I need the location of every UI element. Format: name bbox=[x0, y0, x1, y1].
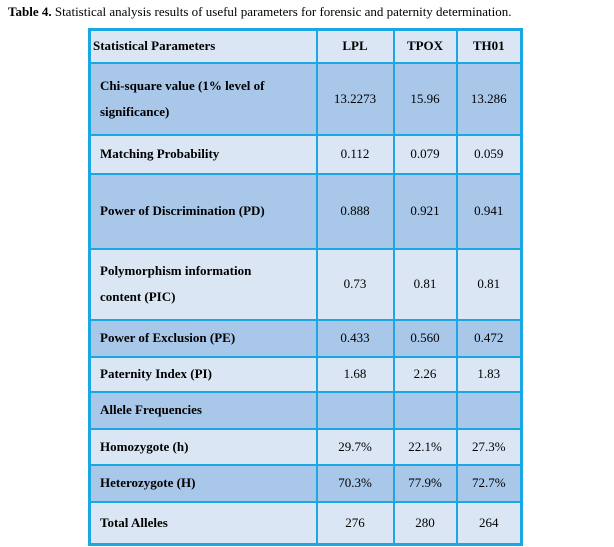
cell-value: 276 bbox=[315, 500, 395, 546]
cell-value bbox=[455, 390, 523, 430]
table-row: Power of Discrimination (PD) 0.888 0.921… bbox=[88, 172, 523, 250]
cell-value: 0.921 bbox=[392, 172, 458, 250]
cell-value: 1.68 bbox=[315, 355, 395, 393]
row-param-total-alleles: Total Alleles bbox=[88, 500, 318, 546]
table-row: Allele Frequencies bbox=[88, 390, 523, 430]
cell-value: 0.079 bbox=[392, 133, 458, 175]
table-row: Paternity Index (PI) 1.68 2.26 1.83 bbox=[88, 355, 523, 393]
cell-value: 280 bbox=[392, 500, 458, 546]
cell-value: 0.81 bbox=[392, 247, 458, 321]
cell-value bbox=[315, 390, 395, 430]
cell-value: 0.560 bbox=[392, 318, 458, 358]
cell-value: 1.83 bbox=[455, 355, 523, 393]
cell-value: 2.26 bbox=[392, 355, 458, 393]
header-lpl: LPL bbox=[315, 28, 395, 64]
cell-value: 0.73 bbox=[315, 247, 395, 321]
table-row: Heterozygote (H) 70.3% 77.9% 72.7% bbox=[88, 463, 523, 503]
table-row: Matching Probability 0.112 0.079 0.059 bbox=[88, 133, 523, 175]
cell-value: 72.7% bbox=[455, 463, 523, 503]
table-caption-label: Table 4. bbox=[8, 4, 52, 19]
header-statistical-parameters: Statistical Parameters bbox=[88, 28, 318, 64]
row-param-chi-square: Chi-square value (1% level of significan… bbox=[88, 61, 318, 136]
table-row: Total Alleles 276 280 264 bbox=[88, 500, 523, 546]
cell-value: 0.81 bbox=[455, 247, 523, 321]
table-caption: Table 4. Statistical analysis results of… bbox=[8, 3, 610, 21]
cell-value: 13.2273 bbox=[315, 61, 395, 136]
header-tpox: TPOX bbox=[392, 28, 458, 64]
row-param-allele-frequencies: Allele Frequencies bbox=[88, 390, 318, 430]
row-param-power-of-exclusion: Power of Exclusion (PE) bbox=[88, 318, 318, 358]
cell-value: 0.888 bbox=[315, 172, 395, 250]
cell-value: 22.1% bbox=[392, 427, 458, 466]
row-param-matching-probability: Matching Probability bbox=[88, 133, 318, 175]
cell-value: 0.941 bbox=[455, 172, 523, 250]
cell-value: 77.9% bbox=[392, 463, 458, 503]
cell-value: 0.433 bbox=[315, 318, 395, 358]
table-row: Power of Exclusion (PE) 0.433 0.560 0.47… bbox=[88, 318, 523, 358]
row-param-homozygote: Homozygote (h) bbox=[88, 427, 318, 466]
table-row: Homozygote (h) 29.7% 22.1% 27.3% bbox=[88, 427, 523, 466]
cell-value: 15.96 bbox=[392, 61, 458, 136]
cell-value: 27.3% bbox=[455, 427, 523, 466]
row-param-pic: Polymorphism information content (PIC) bbox=[88, 247, 318, 321]
cell-value bbox=[392, 390, 458, 430]
statistics-table: Statistical Parameters LPL TPOX TH01 Chi… bbox=[88, 28, 523, 546]
table-header-row: Statistical Parameters LPL TPOX TH01 bbox=[88, 28, 523, 64]
row-param-power-of-discrimination: Power of Discrimination (PD) bbox=[88, 172, 318, 250]
table-row: Chi-square value (1% level of significan… bbox=[88, 61, 523, 136]
cell-value: 264 bbox=[455, 500, 523, 546]
cell-value: 70.3% bbox=[315, 463, 395, 503]
cell-value: 0.059 bbox=[455, 133, 523, 175]
cell-value: 0.112 bbox=[315, 133, 395, 175]
row-param-heterozygote: Heterozygote (H) bbox=[88, 463, 318, 503]
cell-value: 29.7% bbox=[315, 427, 395, 466]
table-caption-text: Statistical analysis results of useful p… bbox=[51, 4, 512, 19]
row-param-paternity-index: Paternity Index (PI) bbox=[88, 355, 318, 393]
table-row: Polymorphism information content (PIC) 0… bbox=[88, 247, 523, 321]
cell-value: 13.286 bbox=[455, 61, 523, 136]
cell-value: 0.472 bbox=[455, 318, 523, 358]
header-th01: TH01 bbox=[455, 28, 523, 64]
